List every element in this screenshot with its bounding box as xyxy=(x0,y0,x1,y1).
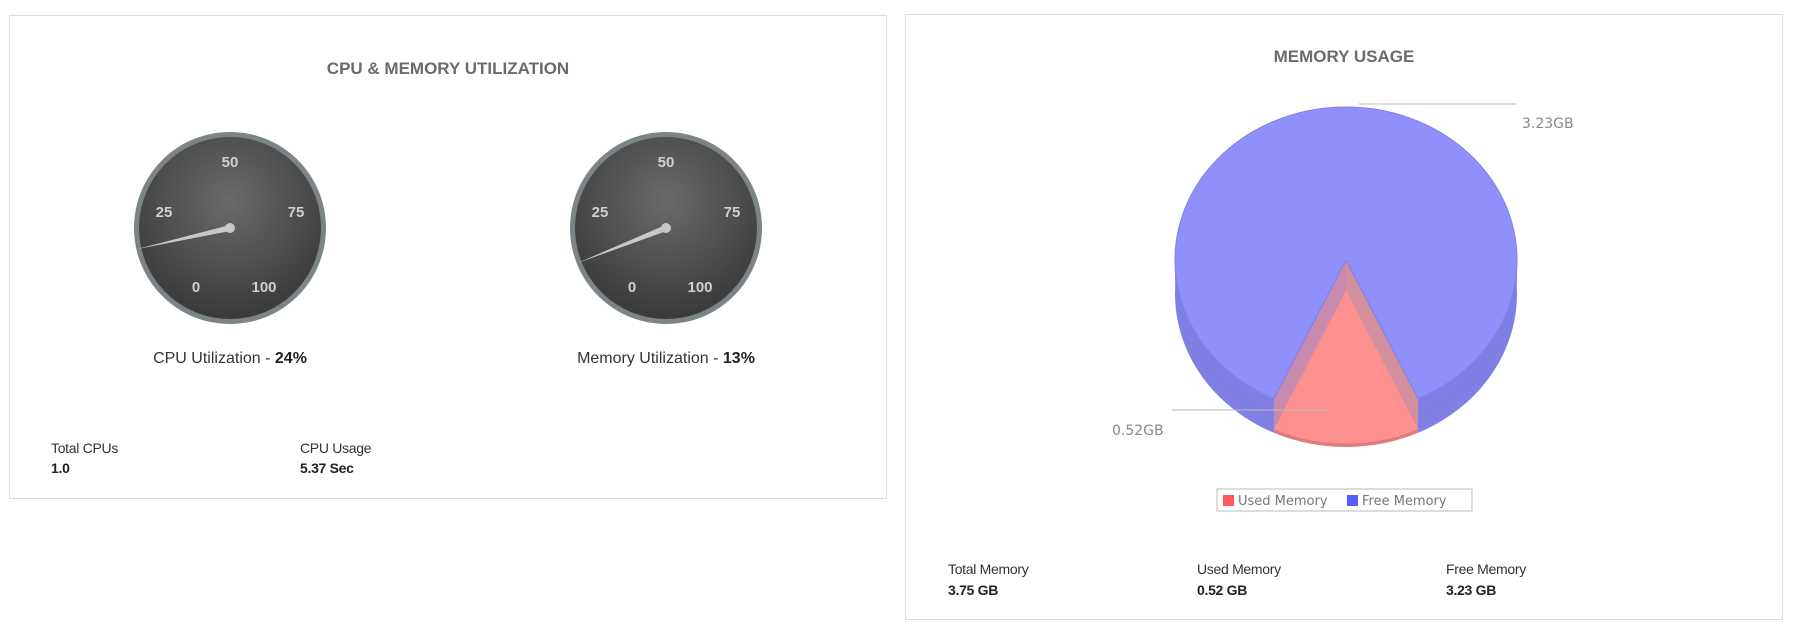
card-title: MEMORY USAGE xyxy=(1273,47,1415,66)
gauge-tick-label: 100 xyxy=(687,279,712,296)
legend-swatch xyxy=(1347,495,1358,506)
pie-slice-free xyxy=(1174,106,1518,400)
legend-swatch xyxy=(1223,495,1234,506)
gauge-tick-label: 0 xyxy=(192,279,200,296)
gauge-tick-label: 75 xyxy=(724,204,741,221)
gauge-needle xyxy=(576,225,668,264)
gauge-tick-label: 50 xyxy=(222,154,239,171)
gauge-needle xyxy=(136,225,231,250)
cpu-utilization-label: CPU Utilization - 24% xyxy=(153,350,307,367)
gauge-pivot xyxy=(225,223,235,233)
legend-item: Used Memory xyxy=(1238,494,1328,509)
used-memory-label: Used Memory xyxy=(1197,561,1281,577)
gauge-tick-label: 75 xyxy=(288,204,305,221)
cpu-gauge: 0 25 50 75 100 0 25 50 75 100 xyxy=(134,132,762,324)
memory-pie-chart: 3.23GB 0.52GB Used Memory Free Memory xyxy=(1112,103,1574,512)
total-cpus-value: 1.0 xyxy=(51,460,70,476)
cpu-utilization-value: 24% xyxy=(274,350,307,367)
card-title: CPU & MEMORY UTILIZATION xyxy=(326,59,570,78)
memory-utilization-value: 13% xyxy=(722,350,755,367)
pie-slice-used xyxy=(1273,290,1419,444)
free-memory-value: 3.23 GB xyxy=(1446,582,1497,598)
total-cpus-label: Total CPUs xyxy=(51,440,119,456)
data-label-free: 3.23GB xyxy=(1522,116,1574,132)
gauge-tick-label: 100 xyxy=(251,279,276,296)
total-memory-value: 3.75 GB xyxy=(948,582,999,598)
legend-box xyxy=(1216,488,1473,512)
cpu-usage-value: 5.37 Sec xyxy=(300,460,354,476)
gauge-tick-label: 25 xyxy=(156,204,173,221)
pie-used-wall xyxy=(1346,260,1419,433)
free-memory-label: Free Memory xyxy=(1446,561,1526,577)
gauge-tick-label: 0 xyxy=(628,279,636,296)
cpu-usage-label: CPU Usage xyxy=(300,440,372,456)
used-memory-value: 0.52 GB xyxy=(1197,582,1248,598)
data-label-used: 0.52GB xyxy=(1112,423,1164,439)
pie-used-wall xyxy=(1273,260,1346,433)
gauge-tick-label: 25 xyxy=(592,204,609,221)
memory-usage-card: MEMORY USAGE 3.23GB 0.52GB Used Memory Free… xyxy=(905,14,1783,620)
total-memory-label: Total Memory xyxy=(948,561,1029,577)
gauge-tick-label: 50 xyxy=(658,154,675,171)
memory-utilization-label: Memory Utilization - 13% xyxy=(577,350,755,367)
gauge-pivot xyxy=(661,223,671,233)
cpu-memory-utilization-card: CPU & MEMORY UTILIZATION 0 25 50 75 100 0 25 50… xyxy=(9,15,887,499)
legend-item: Free Memory xyxy=(1362,494,1447,509)
